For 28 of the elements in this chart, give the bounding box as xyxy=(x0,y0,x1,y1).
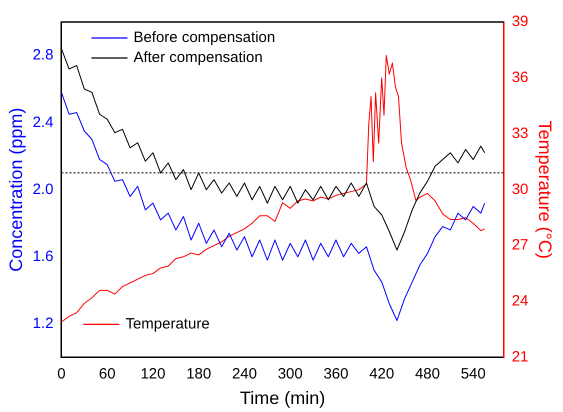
y-tick-label: 2.4 xyxy=(32,114,54,131)
x-tick-label: 60 xyxy=(98,366,116,383)
y-tick-label: 1.2 xyxy=(32,315,54,332)
y2-tick-label: 39 xyxy=(512,13,528,30)
x-tick-label: 480 xyxy=(414,366,440,383)
y-tick-label: 2.0 xyxy=(32,180,54,198)
y2-axis-title: Temperature (°C) xyxy=(535,120,556,259)
x-tick-label: 120 xyxy=(140,366,166,383)
x-tick-label: 180 xyxy=(186,366,212,383)
x-tick-label: 540 xyxy=(460,366,486,383)
y-tick-label: 1.6 xyxy=(32,248,54,265)
x-axis-title: Time (min) xyxy=(240,388,326,408)
y2-tick-label: 21 xyxy=(512,348,528,366)
y2-tick-label: 30 xyxy=(512,180,528,198)
y-tick-label: 2.8 xyxy=(32,46,54,64)
y2-tick-label: 24 xyxy=(512,292,528,310)
legend-label: After compensation xyxy=(133,49,263,66)
x-tick-label: 240 xyxy=(232,366,257,383)
x-tick-label: 300 xyxy=(278,366,303,383)
x-tick-label: 420 xyxy=(369,366,394,383)
y2-tick-label: 27 xyxy=(512,236,528,254)
legend-label: Temperature xyxy=(125,316,210,333)
x-tick-label: 0 xyxy=(57,366,66,383)
legend-label: Before compensation xyxy=(133,29,276,46)
y-axis-title: Concentration (ppm) xyxy=(6,108,26,272)
y2-tick-label: 36 xyxy=(512,69,528,86)
x-tick-label: 360 xyxy=(323,366,348,383)
y2-tick-label: 33 xyxy=(512,124,528,142)
